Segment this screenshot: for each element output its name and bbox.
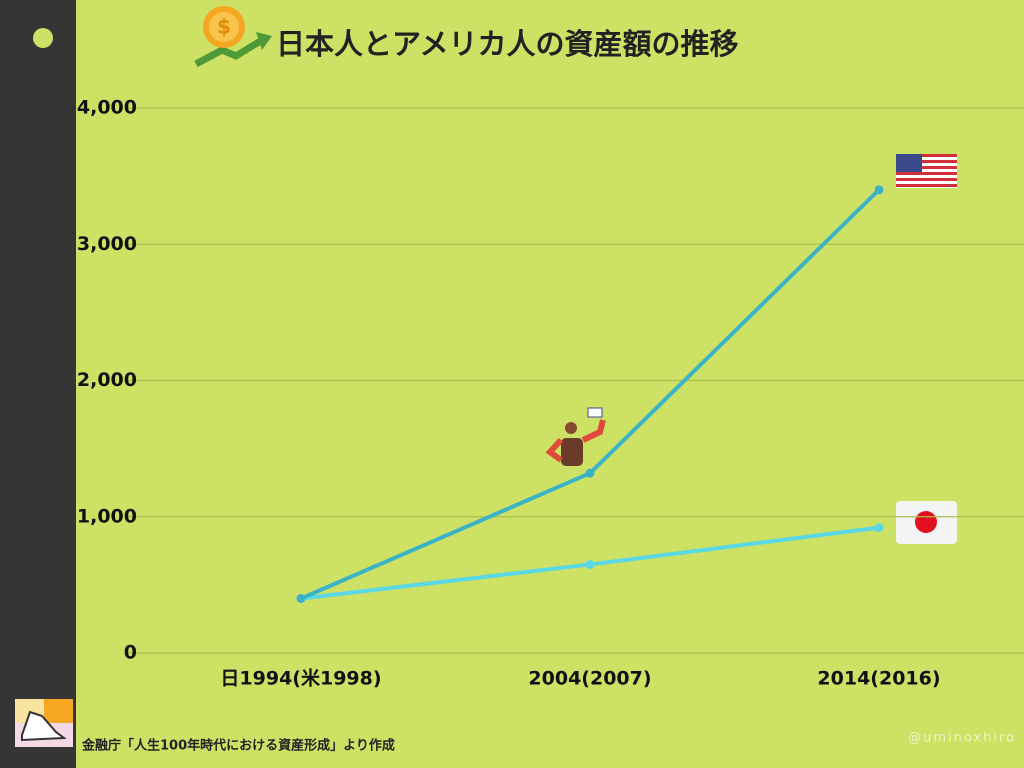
data-point xyxy=(874,523,884,533)
us-flag xyxy=(896,154,957,188)
data-point xyxy=(296,594,306,603)
y-tick-label: 3,000 xyxy=(77,233,137,255)
x-tick-label: 2004(2007) xyxy=(528,668,651,690)
dot xyxy=(33,28,53,48)
source-icon xyxy=(15,699,73,747)
y-tick-label: 2,000 xyxy=(77,369,137,391)
y-tick-label: 0 xyxy=(124,642,137,664)
chart-title: 日本人とアメリカ人の資産額の推移 xyxy=(276,27,739,61)
japan-flag xyxy=(896,501,957,544)
data-point xyxy=(874,185,884,195)
data-point xyxy=(585,559,595,569)
credit: @uminoxhiro xyxy=(908,731,1016,746)
source-note: 金融庁「人生100年時代における資産形成」より作成 xyxy=(81,738,395,754)
title-icon: $ xyxy=(194,6,272,68)
x-tick-label: 日1994(米1998) xyxy=(220,667,381,690)
y-tick-label: 4,000 xyxy=(77,97,137,119)
x-tick-label: 2014(2016) xyxy=(817,668,940,690)
side-bar xyxy=(0,0,76,768)
data-point xyxy=(585,468,595,478)
y-tick-label: 1,000 xyxy=(77,505,137,527)
person-icon xyxy=(545,407,606,466)
svg-text:$: $ xyxy=(217,15,231,39)
